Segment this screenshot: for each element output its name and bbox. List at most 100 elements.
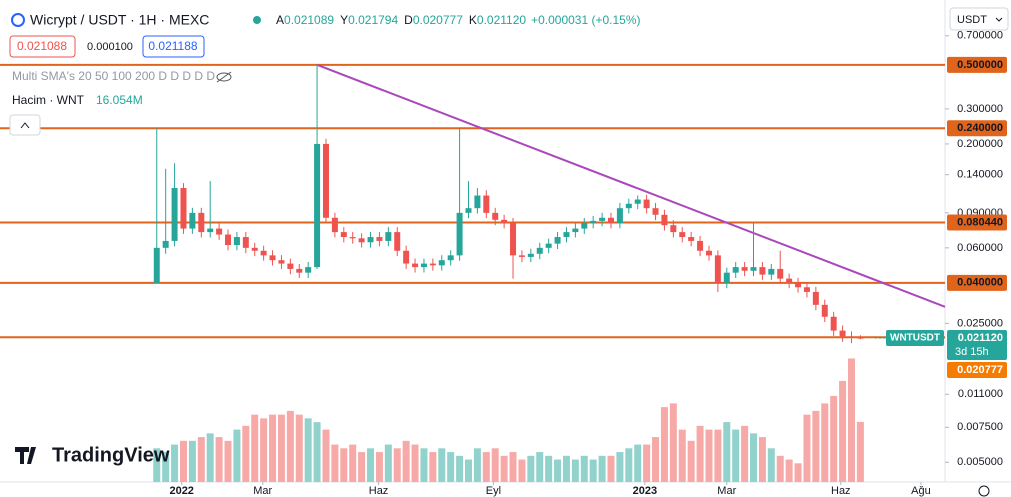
candle-body: [795, 282, 802, 288]
candle-body: [447, 255, 454, 261]
candle-body: [518, 255, 525, 257]
candle-body: [153, 247, 160, 283]
candle-body: [786, 278, 793, 283]
ohlc-value: 0.021089: [284, 13, 334, 27]
candle-body: [385, 232, 392, 241]
ohlc-value: 0.020777: [413, 13, 463, 27]
last-price-tag: [947, 329, 1007, 360]
low-tag: [947, 361, 1007, 378]
y-tick-label: 0.025000: [957, 317, 1003, 329]
candle-body: [679, 232, 686, 238]
countdown: 3d 15h: [955, 346, 989, 358]
candle-body: [857, 337, 864, 339]
indicator-label[interactable]: Multi SMA's 20 50 100 200 D D D D D: [12, 69, 215, 83]
low-label: 0.020777: [957, 364, 1003, 376]
level-label: 0.500000: [957, 59, 1003, 71]
sell-button[interactable]: [9, 35, 76, 58]
candle-body: [483, 195, 490, 213]
candle-body: [607, 217, 614, 224]
y-tick-label: 0.700000: [957, 30, 1003, 42]
last-price-label: 0.021120: [958, 332, 1003, 344]
volume-bar: [206, 433, 214, 482]
currency-dropdown[interactable]: [949, 7, 1009, 31]
candle-body: [803, 287, 810, 292]
ohlc-key: D: [404, 13, 413, 27]
symbol-title[interactable]: Wicrypt / USDT · 1H · MEXC: [30, 12, 209, 28]
y-tick-label: 0.200000: [957, 138, 1003, 150]
candle-body: [162, 240, 169, 248]
dropdown-arrow: [995, 17, 1003, 22]
volume-bar: [518, 459, 526, 482]
x-tick-label: Mar: [717, 485, 736, 497]
level-label: 0.080440: [957, 216, 1003, 228]
candle-body: [812, 291, 819, 305]
level-label: 0.040000: [957, 277, 1003, 289]
volume-bar: [188, 440, 196, 482]
ohlc-key: Y: [340, 13, 348, 27]
volume-last: 16.054M: [96, 93, 143, 107]
symbol-icon: [11, 13, 25, 27]
candle-body: [554, 237, 561, 244]
candle-body: [572, 228, 579, 233]
candle-body: [216, 228, 223, 235]
candle-body: [171, 188, 178, 241]
candle-body: [314, 143, 321, 268]
collapse-button[interactable]: [9, 114, 41, 136]
candle-body: [848, 336, 855, 338]
volume-bar: [839, 380, 847, 482]
volume-bar: [687, 440, 695, 482]
volume-bar: [598, 455, 606, 482]
volume-bar: [509, 452, 517, 482]
volume-bar: [527, 455, 535, 482]
volume-bar: [750, 433, 758, 482]
candle-body: [189, 212, 196, 229]
candle-body: [438, 260, 445, 266]
candle-body: [759, 267, 766, 275]
volume-bar: [803, 414, 811, 482]
candle-body: [331, 217, 338, 233]
volume-bar: [375, 452, 383, 482]
candle-body: [510, 223, 517, 256]
settings-icon[interactable]: [978, 485, 990, 497]
volume-bar: [714, 429, 722, 482]
candle-body: [492, 212, 499, 220]
volume-bar: [812, 410, 820, 482]
candle-body: [403, 250, 410, 264]
volume-bar: [554, 459, 562, 482]
ohlc-key: K: [469, 13, 477, 27]
volume-bar: [652, 437, 660, 482]
candle-body: [180, 188, 187, 229]
volume-title[interactable]: Hacim · WNT: [12, 93, 85, 107]
volume-bar: [545, 455, 553, 482]
volume-bar: [536, 452, 544, 482]
volume-bar: [830, 395, 838, 482]
volume-bar: [384, 444, 392, 482]
volume-bar: [794, 463, 802, 482]
volume-bar: [723, 422, 731, 482]
x-tick-label: Haz: [369, 485, 389, 497]
x-tick-label: 2022: [169, 485, 193, 497]
candle-body: [367, 237, 374, 243]
candle-body: [581, 223, 588, 229]
volume-bar: [607, 455, 615, 482]
level-tag: [947, 120, 1007, 137]
candle-body: [474, 195, 481, 209]
candle-body: [777, 268, 784, 279]
candle-body: [394, 232, 401, 251]
volume-bar: [500, 455, 508, 482]
volume-bar: [741, 425, 749, 482]
volume-bar: [402, 440, 410, 482]
volume-bar: [367, 448, 375, 482]
status-dot: [253, 16, 261, 24]
y-tick-label: 0.005000: [957, 456, 1003, 468]
candle-body: [242, 237, 249, 248]
volume-bar: [420, 448, 428, 482]
candle-body: [536, 247, 543, 254]
volume-bar: [785, 459, 793, 482]
candle-body: [688, 237, 695, 241]
buy-button[interactable]: [142, 35, 205, 58]
volume-layer: [153, 358, 864, 482]
volume-bar: [304, 418, 312, 482]
candle-body: [358, 238, 365, 243]
eye-icon[interactable]: [216, 71, 232, 83]
